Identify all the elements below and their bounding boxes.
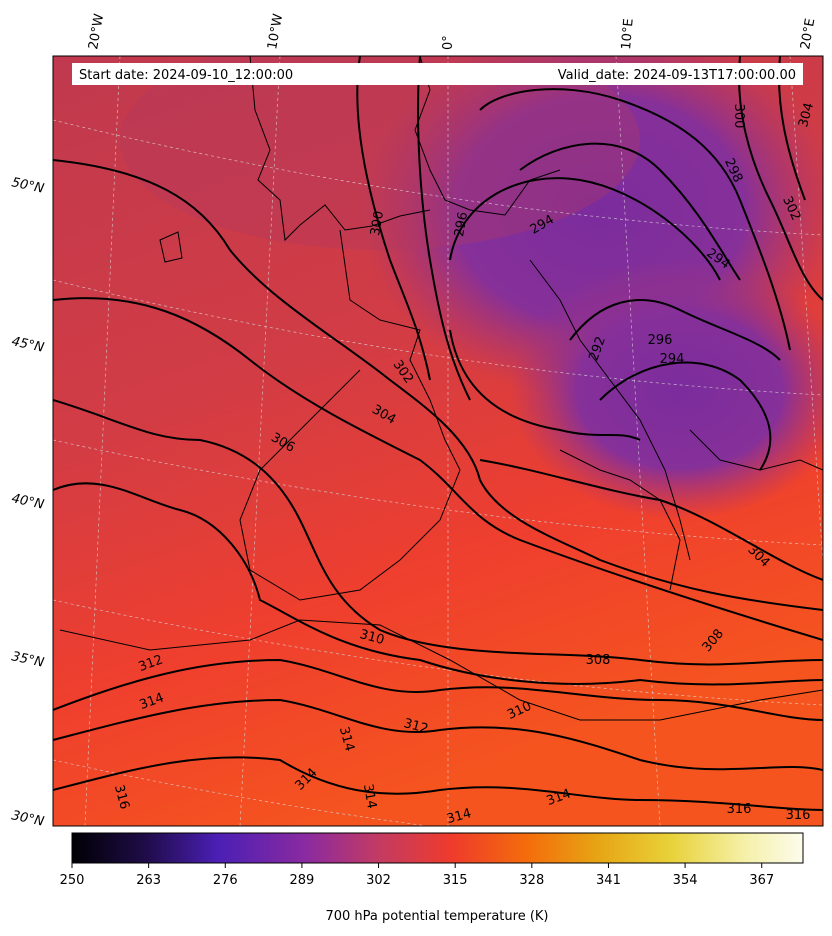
contour-label: 314: [360, 783, 379, 810]
colorbar-tick-label: 263: [136, 873, 161, 888]
colorbar-gradient: [71, 832, 804, 864]
start-date-label: Start date: 2024-09-10_12:00:00: [79, 68, 293, 83]
lat-label: 50°N: [10, 175, 45, 197]
lon-label: 10°W: [265, 13, 286, 51]
longitude-labels: 20°W 10°W 0° 10°E 20°E: [86, 13, 818, 51]
contour-label: 316: [727, 802, 752, 817]
contour-label: 300: [368, 210, 387, 237]
colorbar-ticks: 250 263 276 289 302 315 328 341 354 367: [60, 863, 774, 888]
latitude-labels: 50°N 45°N 40°N 35°N 30°N: [10, 175, 45, 830]
contour-label: 312: [402, 716, 430, 737]
colorbar-tick-label: 302: [366, 873, 391, 888]
coastlines: [59, 56, 823, 721]
contour-label: 316: [786, 808, 811, 823]
colorbar-tick-label: 250: [60, 873, 85, 888]
map-panel: [53, 56, 823, 826]
lon-label: 10°E: [619, 18, 637, 50]
lat-label: 45°N: [10, 334, 45, 356]
colorbar-tick-label: 315: [443, 873, 468, 888]
contour-label: 304: [796, 101, 817, 129]
contour-label: 314: [445, 806, 473, 827]
contour-label: 294: [660, 352, 685, 367]
lon-label: 20°E: [798, 17, 818, 50]
colorbar-tick-label: 367: [749, 873, 774, 888]
lat-label: 30°N: [10, 808, 45, 830]
map-frame: [52, 55, 824, 827]
lat-label: 40°N: [10, 491, 45, 513]
contour-label: 296: [648, 333, 673, 348]
contour-label: 310: [358, 627, 386, 648]
valid-date-label: Valid_date: 2024-09-13T17:00:00.00: [558, 68, 796, 83]
date-banner: [72, 63, 803, 85]
contour-label: 300: [731, 104, 746, 129]
lon-label: 0°: [441, 35, 456, 50]
contour-label: 308: [586, 653, 611, 668]
colorbar-label: 700 hPa potential temperature (K): [325, 909, 548, 924]
contour-label: 316: [111, 783, 132, 811]
contour-label: 314: [336, 725, 357, 753]
colorbar-tick-label: 341: [596, 873, 621, 888]
colorbar: 250 263 276 289 302 315 328 341 354 367 700 hPa p…: [60, 832, 804, 924]
colorbar-tick-label: 276: [213, 873, 238, 888]
lat-label: 35°N: [10, 649, 45, 671]
cold-core-south: [510, 260, 823, 520]
colorbar-tick-label: 354: [673, 873, 698, 888]
cool-band: [120, 56, 640, 250]
lon-label: 20°W: [86, 13, 107, 51]
colorbar-tick-label: 289: [289, 873, 314, 888]
colorbar-tick-label: 328: [519, 873, 544, 888]
contour-label: 296: [452, 211, 471, 238]
